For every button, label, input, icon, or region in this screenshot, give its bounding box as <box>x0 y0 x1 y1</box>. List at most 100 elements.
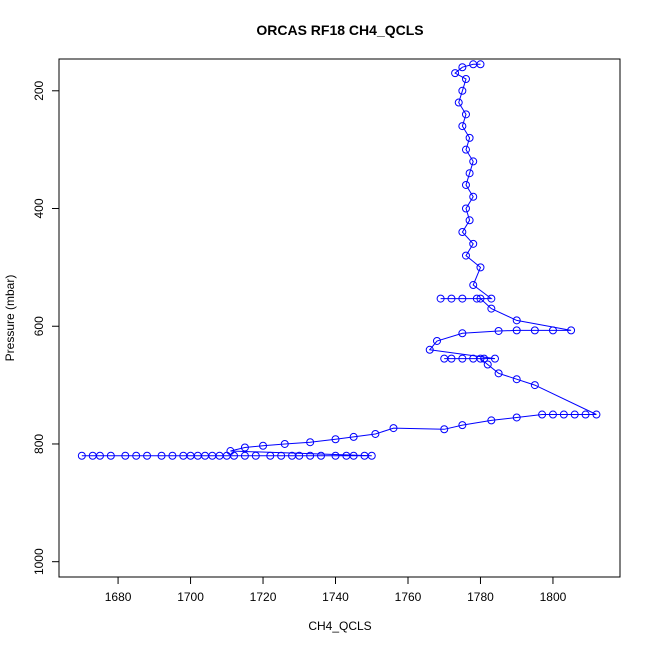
point <box>306 451 315 460</box>
x-tick-label: 1680 <box>105 590 132 604</box>
y-tick-label: 1000 <box>32 548 46 575</box>
point <box>512 413 521 422</box>
point <box>581 410 590 419</box>
point <box>465 133 474 142</box>
flight-line <box>81 63 597 457</box>
point <box>240 451 249 460</box>
point <box>465 169 474 178</box>
x-tick-label: 1800 <box>540 590 567 604</box>
x-tick-label: 1700 <box>177 590 204 604</box>
point <box>458 329 467 338</box>
x-tick-label: 1740 <box>322 590 349 604</box>
point <box>317 451 326 460</box>
point <box>451 69 460 78</box>
point <box>465 216 474 225</box>
point <box>458 63 467 72</box>
point <box>458 228 467 237</box>
point <box>469 192 478 201</box>
point <box>548 326 557 335</box>
point <box>472 294 481 303</box>
point <box>458 86 467 95</box>
plot-box <box>58 58 621 578</box>
point <box>266 451 275 460</box>
point <box>458 122 467 131</box>
point <box>469 354 478 363</box>
point <box>461 145 470 154</box>
point <box>371 429 380 438</box>
point <box>121 451 130 460</box>
point <box>512 326 521 335</box>
x-tick-label: 1760 <box>395 590 422 604</box>
point <box>240 443 249 452</box>
point <box>143 451 152 460</box>
point <box>461 251 470 260</box>
point <box>259 441 268 450</box>
point <box>592 410 601 419</box>
point <box>461 180 470 189</box>
y-tick-label: 200 <box>32 80 46 100</box>
y-tick-label: 800 <box>32 434 46 454</box>
point <box>432 336 441 345</box>
x-axis-label: CH4_QCLS <box>308 619 371 633</box>
point <box>306 438 315 447</box>
point <box>487 416 496 425</box>
point <box>530 381 539 390</box>
chart-title: ORCAS RF18 CH4_QCLS <box>256 22 423 38</box>
point <box>494 326 503 335</box>
point <box>469 157 478 166</box>
point <box>476 60 485 69</box>
point <box>487 304 496 313</box>
point <box>570 410 579 419</box>
point <box>132 451 141 460</box>
point <box>480 354 489 363</box>
point <box>538 410 547 419</box>
point <box>469 281 478 290</box>
point <box>157 451 166 460</box>
point <box>530 326 539 335</box>
point <box>512 316 521 325</box>
x-tick-label: 1720 <box>250 590 277 604</box>
point <box>559 410 568 419</box>
point <box>454 98 463 107</box>
point <box>168 451 177 460</box>
y-axis-label: Pressure (mbar) <box>3 275 17 362</box>
point <box>77 451 86 460</box>
point <box>331 435 340 444</box>
point <box>548 410 557 419</box>
point <box>277 451 286 460</box>
point <box>251 451 260 460</box>
point <box>331 451 340 460</box>
point <box>106 451 115 460</box>
point <box>458 354 467 363</box>
point <box>461 110 470 119</box>
point <box>447 354 456 363</box>
point <box>476 294 485 303</box>
point <box>280 439 289 448</box>
point <box>447 294 456 303</box>
point <box>349 451 358 460</box>
point <box>458 294 467 303</box>
point <box>494 369 503 378</box>
point <box>436 294 445 303</box>
point <box>512 375 521 384</box>
point <box>295 451 304 460</box>
y-tick-label: 600 <box>32 316 46 336</box>
point <box>490 354 499 363</box>
point <box>458 421 467 430</box>
y-tick-label: 400 <box>32 198 46 218</box>
point <box>487 294 496 303</box>
point <box>461 75 470 84</box>
point <box>461 204 470 213</box>
x-tick-label: 1780 <box>467 590 494 604</box>
point <box>95 451 104 460</box>
point <box>367 451 376 460</box>
point <box>483 360 492 369</box>
point <box>476 263 485 272</box>
point <box>226 447 235 456</box>
point <box>567 326 576 335</box>
point <box>469 239 478 248</box>
point <box>389 424 398 433</box>
point <box>349 432 358 441</box>
